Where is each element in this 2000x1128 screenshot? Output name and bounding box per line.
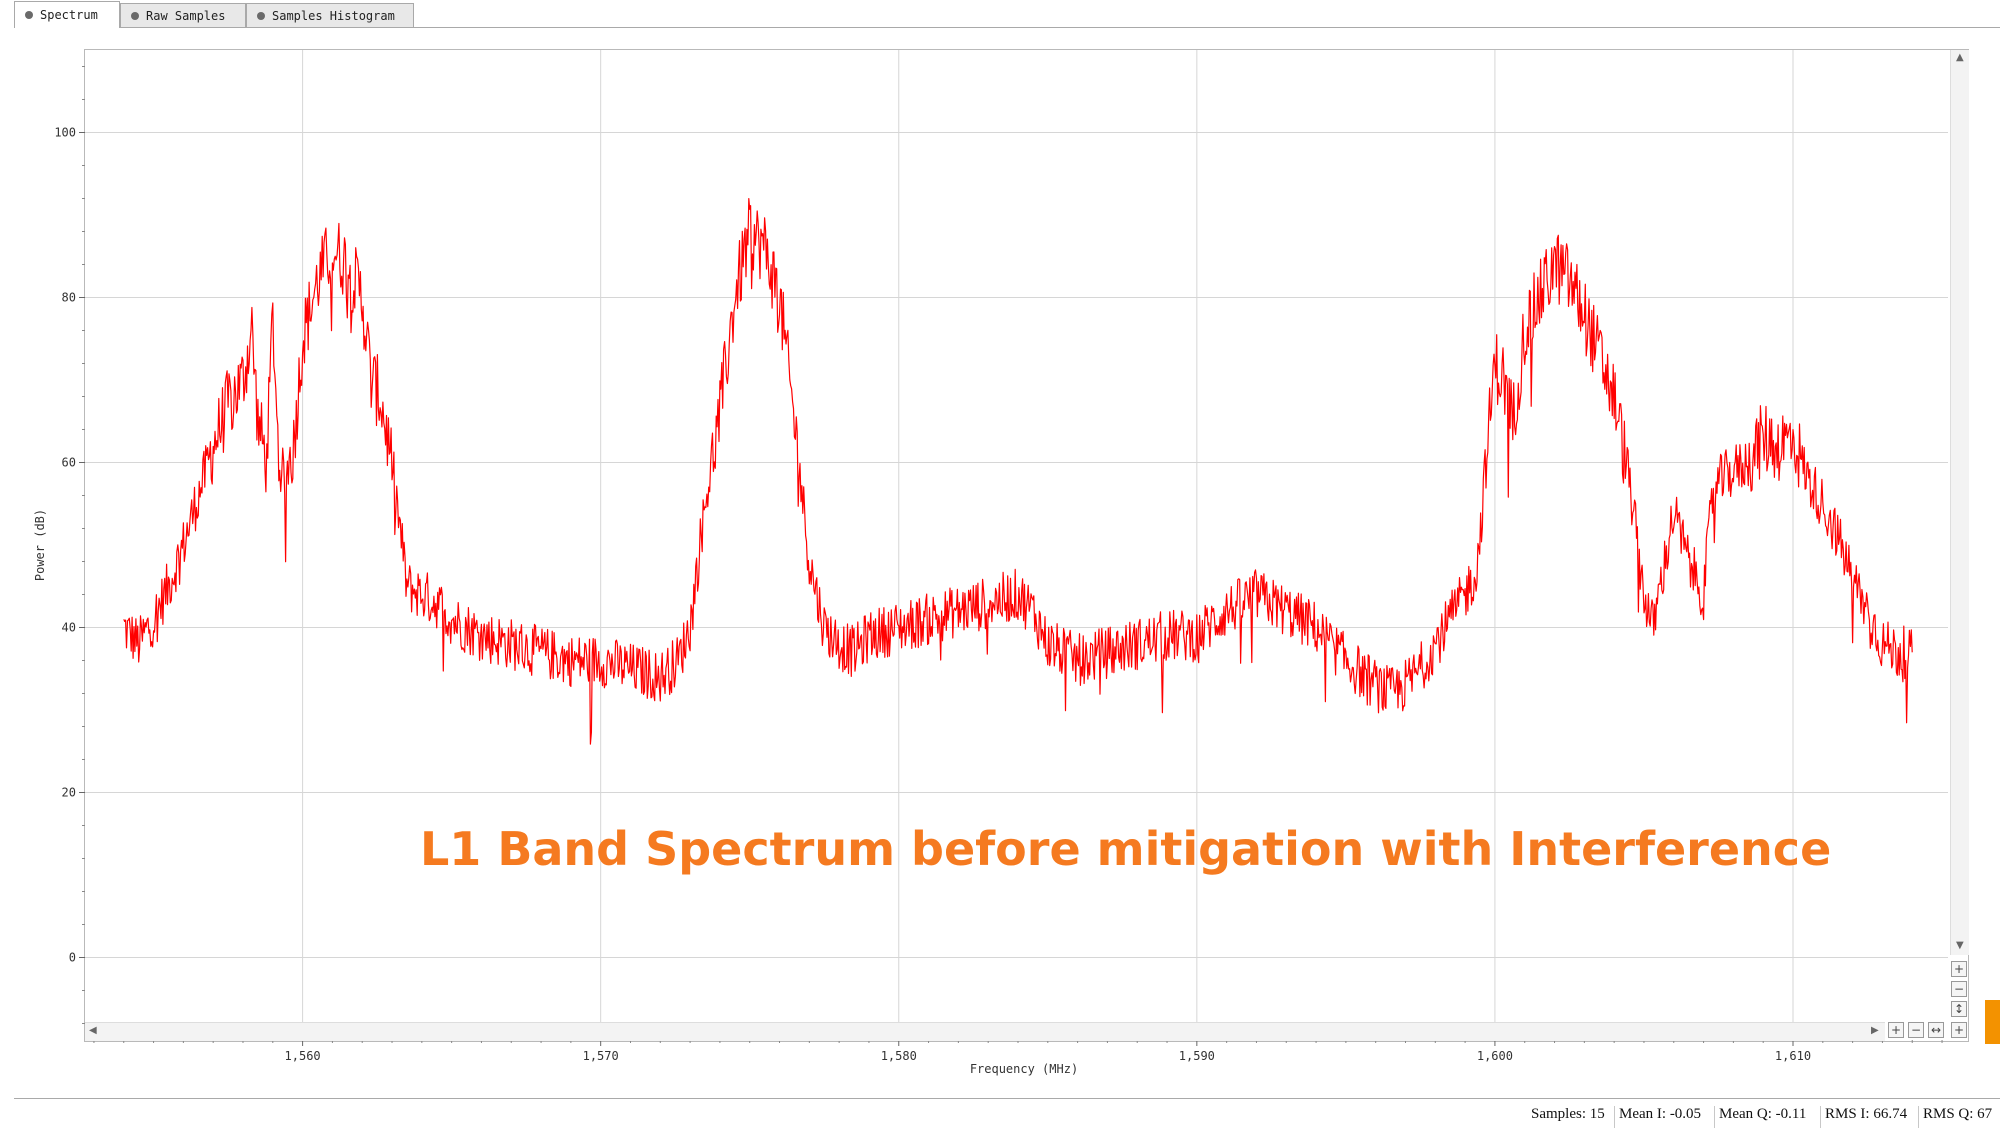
y-tick-label: 20 xyxy=(62,786,76,800)
tab-spectrum[interactable]: Spectrum xyxy=(14,1,120,28)
zoom-in-x-button[interactable]: + xyxy=(1888,1022,1904,1038)
status-rms-q: RMS Q: 67 xyxy=(1918,1106,1996,1128)
x-axis-title: Frequency (MHz) xyxy=(970,1062,1078,1076)
annotation-text: L1 Band Spectrum before mitigation with … xyxy=(420,822,1832,876)
y-tick-label: 60 xyxy=(62,456,76,470)
y-tick-label: 0 xyxy=(69,951,76,965)
side-marker xyxy=(1985,1000,2000,1044)
x-tick-label: 1,610 xyxy=(1775,1049,1811,1063)
series xyxy=(123,198,1913,745)
tab-label: Raw Samples xyxy=(146,8,226,23)
zoom-out-x-button[interactable]: − xyxy=(1908,1022,1924,1038)
zoom-in-y-button[interactable]: + xyxy=(1951,961,1967,977)
scroll-right-icon[interactable]: ▶ xyxy=(1871,1025,1879,1036)
tab-samples-histogram[interactable]: Samples Histogram xyxy=(246,3,414,27)
spectrum-line xyxy=(123,198,1913,745)
axis-ticks xyxy=(79,66,1943,1046)
scroll-up-icon[interactable]: ▲ xyxy=(1956,52,1964,63)
scroll-down-icon[interactable]: ▼ xyxy=(1956,940,1964,951)
x-tick-label: 1,560 xyxy=(285,1049,321,1063)
zoom-out-y-button[interactable]: − xyxy=(1951,981,1967,997)
y-tick-label: 40 xyxy=(62,621,76,635)
tab-label: Samples Histogram xyxy=(272,8,395,23)
status-rms-i: RMS I: 66.74 xyxy=(1820,1106,1911,1128)
tick-labels: 1,560 1,570 1,580 1,590 1,600 1,610 0 20 40 60 80 1… xyxy=(54,126,1811,1064)
tab-raw-samples[interactable]: Raw Samples xyxy=(120,3,246,27)
x-tick-label: 1,600 xyxy=(1477,1049,1513,1063)
status-mean-q: Mean Q: -0.11 xyxy=(1714,1106,1810,1128)
x-tick-label: 1,570 xyxy=(583,1049,619,1063)
x-tick-label: 1,580 xyxy=(881,1049,917,1063)
y-axis-title: Power (dB) xyxy=(33,509,47,581)
x-tick-label: 1,590 xyxy=(1179,1049,1215,1063)
radio-dot-icon xyxy=(257,11,265,20)
tab-bar: Spectrum Raw Samples Samples Histogram xyxy=(14,0,2000,28)
y-tick-label: 80 xyxy=(62,291,76,305)
zoom-all-button[interactable]: + xyxy=(1951,1022,1967,1038)
horizontal-scrollbar[interactable]: ◀ ▶ xyxy=(85,1022,1885,1041)
radio-dot-icon xyxy=(25,11,33,19)
status-bar: Samples: 15 Mean I: -0.05 Mean Q: -0.11 … xyxy=(14,1098,2000,1128)
status-samples: Samples: 15 xyxy=(1531,1106,1605,1122)
grid xyxy=(85,50,1948,1040)
zoom-reset-x-button[interactable]: ↔ xyxy=(1928,1022,1944,1038)
vertical-scrollbar[interactable]: ▲ ▼ xyxy=(1950,50,1969,955)
zoom-reset-y-button[interactable]: ↕ xyxy=(1951,1001,1967,1017)
radio-dot-icon xyxy=(131,11,139,20)
tab-label: Spectrum xyxy=(40,8,98,22)
y-tick-label: 100 xyxy=(54,126,76,140)
scroll-left-icon[interactable]: ◀ xyxy=(89,1025,97,1036)
status-mean-i: Mean I: -0.05 xyxy=(1614,1106,1705,1128)
